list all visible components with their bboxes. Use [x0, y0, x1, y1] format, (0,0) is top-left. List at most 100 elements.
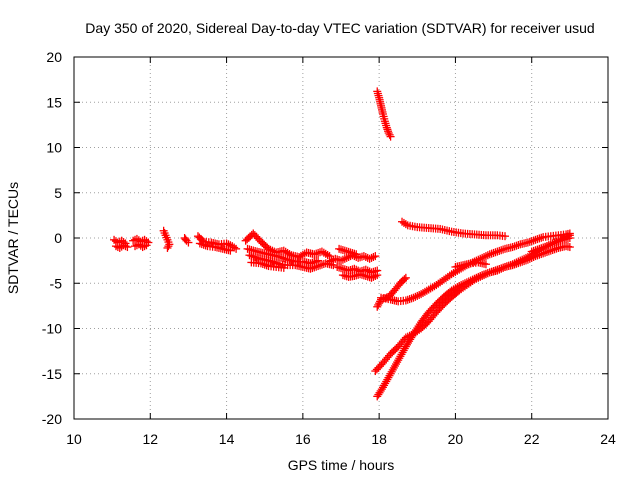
- data-point: [195, 239, 204, 248]
- x-tick-label: 22: [524, 431, 540, 447]
- y-tick-label: 20: [46, 49, 62, 65]
- data-point: [499, 245, 508, 254]
- data-point: [163, 243, 172, 252]
- data-point: [481, 252, 490, 261]
- data-points: [110, 87, 574, 401]
- data-point: [340, 254, 349, 263]
- data-point: [142, 241, 151, 250]
- data-point: [232, 244, 241, 253]
- grid-lines: [74, 57, 608, 419]
- data-point: [565, 234, 574, 242]
- data-point: [516, 256, 525, 265]
- data-point: [535, 234, 544, 243]
- data-point: [401, 296, 410, 305]
- data-point: [312, 262, 321, 271]
- data-point: [537, 233, 546, 242]
- data-point: [405, 295, 414, 304]
- y-tick-label: 0: [54, 230, 62, 246]
- data-point: [501, 262, 510, 271]
- data-point: [310, 250, 319, 259]
- data-point: [554, 237, 563, 246]
- data-point: [512, 258, 521, 267]
- data-point: [369, 253, 378, 262]
- x-tick-label: 14: [219, 431, 235, 447]
- data-point: [485, 250, 494, 259]
- data-point: [546, 240, 555, 249]
- data-point: [385, 130, 394, 139]
- data-point: [518, 255, 527, 264]
- data-point: [544, 241, 553, 250]
- data-point: [140, 242, 149, 251]
- data-point: [508, 243, 517, 252]
- data-point: [201, 241, 210, 250]
- data-point: [531, 235, 540, 244]
- data-point: [367, 273, 376, 282]
- data-point: [548, 239, 557, 248]
- data-point: [531, 246, 540, 255]
- chart-title: Day 350 of 2020, Sidereal Day-to-day VTE…: [85, 20, 594, 36]
- plot-frame: [73, 56, 609, 420]
- data-point: [502, 262, 511, 271]
- data-point: [480, 253, 489, 262]
- x-tick-label: 18: [371, 431, 387, 447]
- data-point: [483, 251, 492, 260]
- y-tick-label: -10: [42, 321, 62, 337]
- data-point: [523, 238, 532, 247]
- data-point: [327, 256, 336, 265]
- data-point: [493, 265, 502, 274]
- data-point: [489, 267, 498, 276]
- data-point: [373, 271, 382, 280]
- data-point: [409, 293, 418, 302]
- data-point: [375, 299, 384, 308]
- data-point: [466, 276, 475, 285]
- x-tick-label: 16: [295, 431, 311, 447]
- data-point: [361, 253, 370, 262]
- data-point: [314, 262, 323, 271]
- data-point: [514, 241, 523, 250]
- data-point: [512, 241, 521, 250]
- data-point: [308, 264, 317, 273]
- data-point: [197, 240, 206, 249]
- data-point: [384, 129, 393, 138]
- y-tick-label: 15: [46, 94, 62, 110]
- data-point: [476, 272, 485, 281]
- data-point: [495, 246, 504, 255]
- data-point: [403, 295, 412, 304]
- data-point: [121, 242, 130, 251]
- data-point: [365, 254, 374, 263]
- data-point: [371, 252, 380, 261]
- data-point: [529, 236, 538, 245]
- axis-ticks: 10 12 14 16 18 20 22 24 20 15 10 5 0 -5 -10 -15 -20: [42, 49, 616, 447]
- x-axis-label: GPS time / hours: [288, 457, 395, 473]
- data-point: [373, 302, 382, 311]
- data-point: [462, 278, 471, 287]
- data-point: [352, 250, 361, 259]
- data-point: [401, 273, 410, 282]
- data-point: [470, 274, 479, 283]
- data-point: [251, 253, 260, 262]
- data-point: [275, 253, 284, 262]
- y-tick-label: 5: [54, 185, 62, 201]
- data-point: [508, 260, 517, 269]
- data-point: [495, 264, 504, 273]
- data-point: [487, 249, 496, 258]
- data-point: [279, 254, 288, 263]
- data-point: [520, 254, 529, 263]
- x-tick-label: 12: [142, 431, 158, 447]
- data-point: [506, 260, 515, 269]
- data-point: [123, 243, 132, 252]
- data-point: [374, 300, 383, 309]
- x-tick-label: 10: [66, 431, 82, 447]
- data-point: [481, 269, 490, 278]
- data-point: [268, 257, 277, 266]
- data-point: [483, 269, 492, 278]
- data-point: [491, 266, 500, 275]
- data-point: [400, 275, 409, 284]
- data-point: [258, 260, 267, 269]
- data-point: [277, 253, 286, 262]
- data-point: [537, 244, 546, 253]
- data-point: [487, 267, 496, 276]
- data-point: [199, 240, 208, 249]
- data-point: [481, 260, 490, 269]
